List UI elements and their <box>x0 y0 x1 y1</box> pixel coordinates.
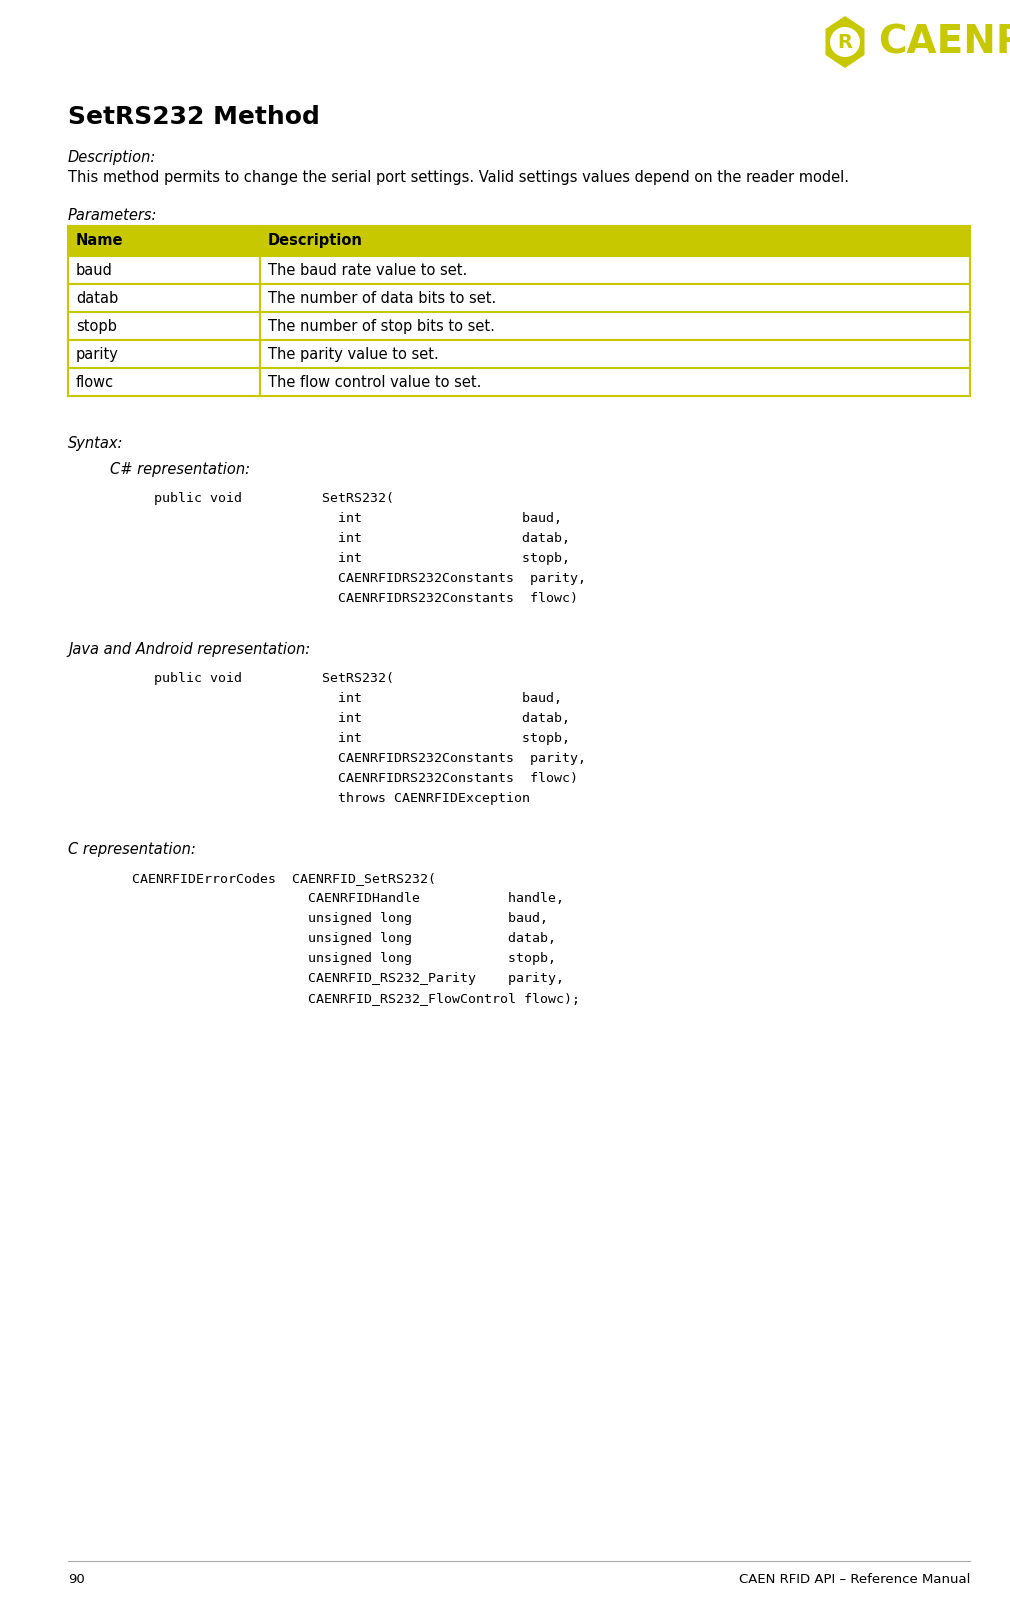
Text: SetRS232 Method: SetRS232 Method <box>68 106 320 130</box>
Text: CAENRFIDErrorCodes  CAENRFID_SetRS232(: CAENRFIDErrorCodes CAENRFID_SetRS232( <box>100 873 436 885</box>
Text: C representation:: C representation: <box>68 842 196 857</box>
Text: CAENRFIDHandle           handle,: CAENRFIDHandle handle, <box>100 892 564 905</box>
Circle shape <box>830 27 860 56</box>
Polygon shape <box>825 16 865 67</box>
Text: Name: Name <box>76 234 123 248</box>
Text: int                    stopb,: int stopb, <box>130 552 570 565</box>
Text: CAENRFID_RS232_FlowControl flowc);: CAENRFID_RS232_FlowControl flowc); <box>100 993 580 1005</box>
Text: int                    baud,: int baud, <box>130 692 562 704</box>
Text: int                    datab,: int datab, <box>130 712 570 725</box>
Text: flowc: flowc <box>76 375 114 391</box>
Text: The baud rate value to set.: The baud rate value to set. <box>268 263 468 279</box>
Text: This method permits to change the serial port settings. Valid settings values de: This method permits to change the serial… <box>68 170 849 186</box>
Text: Description:: Description: <box>68 150 157 165</box>
Bar <box>68 339 970 368</box>
Text: CAENRFIDRS232Constants  flowc): CAENRFIDRS232Constants flowc) <box>130 772 578 784</box>
Text: Parameters:: Parameters: <box>68 208 158 223</box>
Text: Description: Description <box>268 234 363 248</box>
Bar <box>68 256 970 283</box>
Text: The number of stop bits to set.: The number of stop bits to set. <box>268 319 495 335</box>
Text: C# representation:: C# representation: <box>110 463 250 477</box>
Text: throws CAENRFIDException: throws CAENRFIDException <box>130 792 530 805</box>
Text: 90: 90 <box>68 1574 85 1587</box>
Text: baud: baud <box>76 263 113 279</box>
Text: int                    stopb,: int stopb, <box>130 732 570 744</box>
Text: The number of data bits to set.: The number of data bits to set. <box>268 291 496 306</box>
Bar <box>68 368 970 395</box>
Bar <box>68 312 970 339</box>
Text: R: R <box>837 32 852 51</box>
Text: The flow control value to set.: The flow control value to set. <box>268 375 482 391</box>
Text: parity: parity <box>76 347 119 362</box>
Text: CAENRFID_RS232_Parity    parity,: CAENRFID_RS232_Parity parity, <box>100 972 564 985</box>
Text: int                    datab,: int datab, <box>130 532 570 544</box>
Text: CAEN RFID API – Reference Manual: CAEN RFID API – Reference Manual <box>738 1574 970 1587</box>
Text: CAENRFID: CAENRFID <box>878 22 1010 61</box>
Text: unsigned long            datab,: unsigned long datab, <box>100 932 556 945</box>
Text: The parity value to set.: The parity value to set. <box>268 347 438 362</box>
Text: stopb: stopb <box>76 319 117 335</box>
Text: unsigned long            baud,: unsigned long baud, <box>100 913 548 925</box>
Bar <box>68 283 970 312</box>
Text: Syntax:: Syntax: <box>68 435 123 451</box>
Bar <box>68 226 970 256</box>
Text: public void          SetRS232(: public void SetRS232( <box>130 492 394 504</box>
Text: unsigned long            stopb,: unsigned long stopb, <box>100 953 556 965</box>
Text: public void          SetRS232(: public void SetRS232( <box>130 672 394 685</box>
Text: datab: datab <box>76 291 118 306</box>
Text: CAENRFIDRS232Constants  parity,: CAENRFIDRS232Constants parity, <box>130 572 586 584</box>
Text: int                    baud,: int baud, <box>130 512 562 525</box>
Text: CAENRFIDRS232Constants  parity,: CAENRFIDRS232Constants parity, <box>130 752 586 765</box>
Text: CAENRFIDRS232Constants  flowc): CAENRFIDRS232Constants flowc) <box>130 592 578 605</box>
Text: Java and Android representation:: Java and Android representation: <box>68 642 310 656</box>
